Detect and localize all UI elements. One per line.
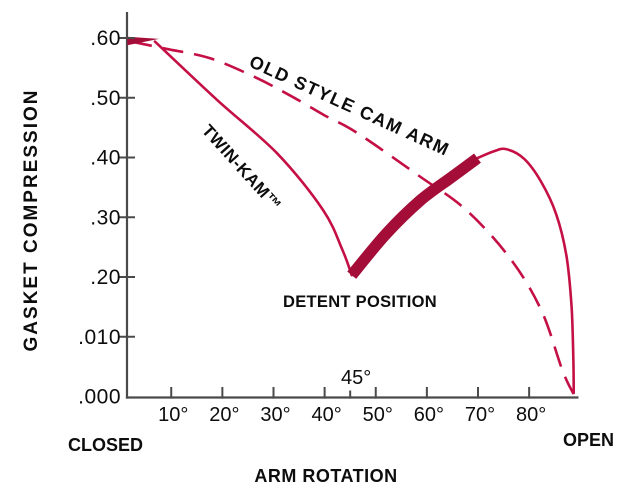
y-tick-label: .60 [90, 27, 121, 50]
x-tick-label: 80° [516, 404, 546, 426]
detent-position-label: DETENT POSITION [283, 293, 437, 311]
seated-wedge [127, 36, 159, 46]
x-tick-label: 20° [209, 404, 239, 426]
curve-old-style-cam-arm [131, 40, 575, 395]
curve-twin-kam-tail [476, 147, 575, 395]
curve-twin-kam-detent-band [347, 153, 481, 279]
curve-twin-kam-descent [153, 40, 353, 277]
old-style-cam-arm-label: OLD STYLE CAM ARM [246, 51, 453, 160]
axes [125, 12, 579, 399]
y-tick-label: .40 [90, 147, 121, 170]
open-label: OPEN [563, 430, 614, 450]
x-tick-label: 30° [260, 404, 290, 426]
y-axis-title: GASKET COMPRESSION [21, 89, 42, 352]
deg45-label: 45° [341, 367, 371, 389]
x-tick-label: 10° [158, 404, 188, 426]
band-series-group [127, 36, 481, 279]
x-tick-label: 60° [414, 404, 444, 426]
x-tick-label: 40° [311, 404, 341, 426]
solid-series-group [153, 40, 575, 395]
x-tick-label: 50° [363, 404, 393, 426]
twin-kam-label: TWIN-KAM™ [198, 121, 285, 215]
y-tick-label: .20 [90, 266, 121, 289]
x-tick-label: 70° [465, 404, 495, 426]
closed-label: CLOSED [68, 435, 143, 455]
y-tick-label: .30 [90, 206, 121, 229]
x-axis-title: ARM ROTATION [254, 466, 397, 486]
y-tick-label: .000 [78, 386, 121, 409]
tick-group: .60 .50 .40 .30 .20 .010 .000 10° 20° 30° 40° 50° 60… [78, 27, 546, 426]
dashed-series-group [131, 40, 575, 395]
y-tick-label: .010 [78, 326, 121, 349]
y-tick-label: .50 [90, 87, 121, 110]
